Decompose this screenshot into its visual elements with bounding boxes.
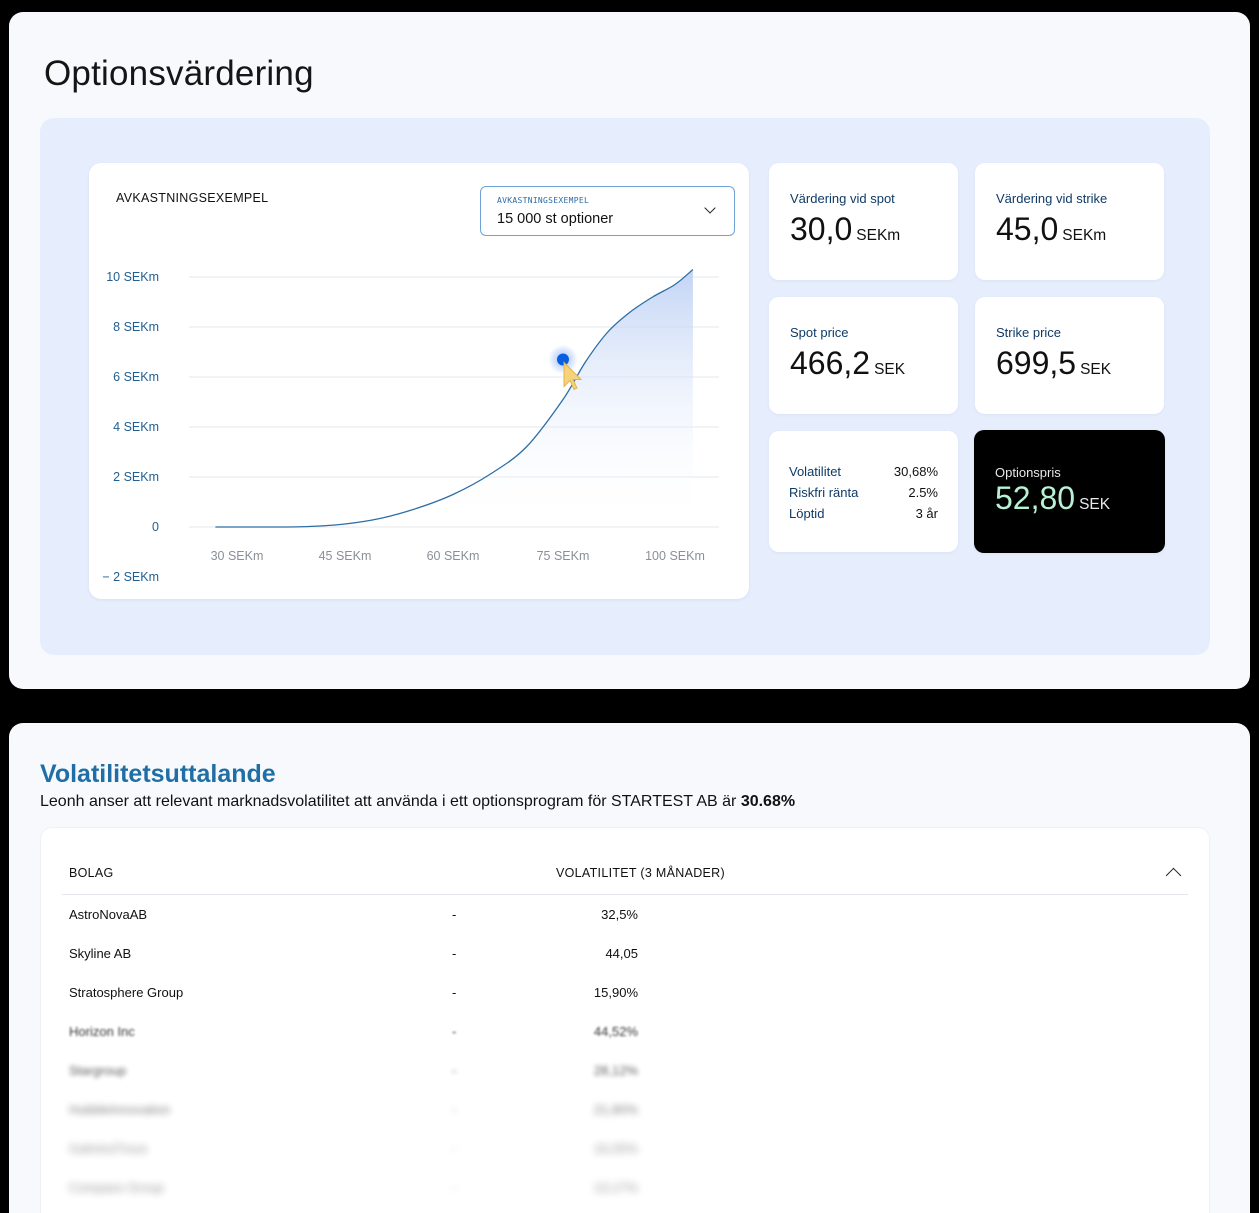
param-row-term: Löptid 3 år — [789, 506, 938, 521]
strike-valuation-label: Värdering vid strike — [996, 191, 1108, 206]
spot-price-unit: SEK — [874, 361, 906, 378]
x-tick-label: 75 SEKm — [537, 549, 590, 563]
company-name: Skyline AB — [69, 946, 132, 961]
spot-valuation-value: 30,0 — [790, 211, 853, 247]
param-row-risk-free-rate: Riskfri ränta 2.5% — [789, 485, 938, 500]
option-price-value: 52,80 — [995, 480, 1076, 516]
row-separator: - — [452, 1024, 457, 1039]
return-chart: 10 SEKm 8 SEKm 6 SEKm 4 SEKm 2 SEKm 0 − 2 SEKm… — [102, 269, 719, 584]
company-name: Compass Group — [69, 1180, 164, 1195]
dropdown-value: 15 000 st optioner — [497, 211, 614, 227]
strike-price-unit: SEK — [1080, 361, 1112, 378]
parameters-card: Volatilitet 30,68% Riskfri ränta 2.5% Lö… — [769, 431, 958, 552]
volatility-value: 44,52% — [593, 1024, 638, 1039]
volatility-value: 15,90% — [593, 985, 638, 1000]
strike-valuation-unit: SEKm — [1062, 227, 1107, 244]
param-label: Riskfri ränta — [789, 485, 859, 500]
y-tick-label: 10 SEKm — [106, 270, 159, 284]
row-separator: - — [452, 1063, 457, 1078]
valuation-panel: AVKASTNINGSEXEMPEL AVKASTNINGSEXEMPEL 15… — [40, 118, 1210, 655]
table-row: Skyline AB - 44,05 — [41, 946, 1211, 966]
y-tick-label: 6 SEKm — [113, 370, 159, 384]
y-tick-label: 0 — [152, 520, 159, 534]
return-chart-card: AVKASTNINGSEXEMPEL AVKASTNINGSEXEMPEL 15… — [89, 163, 749, 599]
volatility-value: 13,17% — [593, 1180, 638, 1195]
spot-price-card: Spot price 466,2 SEK — [769, 297, 958, 414]
param-label: Volatilitet — [789, 464, 842, 479]
header-divider — [62, 894, 1188, 895]
company-name: AstroNovaAB — [69, 907, 148, 922]
return-line — [215, 269, 694, 528]
row-separator: - — [452, 985, 457, 1000]
param-row-volatility: Volatilitet 30,68% — [789, 464, 938, 479]
company-name: Stratosphere Group — [69, 985, 184, 1000]
strike-price-value: 699,5 — [996, 345, 1077, 381]
strike-price-card: Strike price 699,5 SEK — [975, 297, 1164, 414]
spot-price-label: Spot price — [790, 325, 849, 340]
cursor-icon — [563, 361, 583, 391]
table-row: Stargroup - 28,12% — [41, 1063, 1211, 1083]
strike-price-label: Strike price — [996, 325, 1062, 340]
spot-price-value: 466,2 — [790, 345, 871, 381]
collapse-chevron-up-icon[interactable] — [1165, 867, 1182, 884]
company-name: Horizon Inc — [69, 1024, 135, 1039]
volatility-value: 28,12% — [593, 1063, 638, 1078]
param-value: 2.5% — [908, 485, 938, 500]
company-name: HubbleInnovation — [69, 1102, 171, 1117]
volatility-value: 44,05 — [605, 946, 638, 961]
table-row: Horizon Inc - 44,52% — [41, 1024, 1211, 1044]
param-value: 30,68% — [893, 464, 938, 479]
volatility-description-value: 30.68% — [740, 793, 796, 810]
volatility-card: Volatilitetsuttalande Leonh anser att re… — [9, 723, 1250, 1213]
dropdown-label: AVKASTNINGSEXEMPEL — [497, 196, 590, 205]
table-row: Stratosphere Group - 15,90% — [41, 985, 1211, 1005]
page-title: Optionsvärdering — [44, 54, 314, 93]
row-separator: - — [452, 1102, 457, 1117]
volatility-value: 21,80% — [593, 1102, 638, 1117]
option-price-unit: SEK — [1079, 496, 1111, 513]
param-value: 3 år — [915, 506, 938, 521]
table-row: AstroNovaAB - 32,5% — [41, 907, 1211, 927]
volatility-value: 16,05% — [593, 1141, 638, 1156]
company-name: GalmiraTrous — [69, 1141, 148, 1156]
row-separator: - — [452, 1180, 457, 1195]
spot-valuation-label: Värdering vid spot — [790, 191, 895, 206]
option-price-card: Optionspris 52,80 SEK — [974, 430, 1165, 553]
spot-valuation-card: Värdering vid spot 30,0 SEKm — [769, 163, 958, 280]
spot-valuation-unit: SEKm — [856, 227, 901, 244]
param-label: Löptid — [789, 506, 825, 521]
return-area — [215, 269, 693, 528]
valuation-card: Optionsvärdering AVKASTNINGSEXEMPEL AVKA… — [9, 12, 1250, 689]
volatility-value: 32,5% — [601, 907, 638, 922]
volatility-table: BOLAG VOLATILITET (3 MÅNADER) AstroNovaA… — [40, 827, 1210, 1213]
x-tick-label: 100 SEKm — [645, 549, 705, 563]
y-tick-label: − 2 SEKm — [102, 570, 159, 584]
volatility-description: Leonh anser att relevant marknadsvolatil… — [40, 793, 795, 811]
y-tick-label: 8 SEKm — [113, 320, 159, 334]
company-name: Stargroup — [69, 1063, 127, 1078]
table-row: GalmiraTrous - 16,05% — [41, 1141, 1211, 1161]
x-tick-label: 60 SEKm — [427, 549, 480, 563]
x-tick-label: 45 SEKm — [319, 549, 372, 563]
table-row: Compass Group - 13,17% — [41, 1180, 1211, 1200]
table-row: HubbleInnovation - 21,80% — [41, 1102, 1211, 1122]
highlight-point — [557, 353, 569, 366]
option-price-label: Optionspris — [995, 465, 1061, 480]
volatility-title: Volatilitetsuttalande — [40, 760, 276, 788]
strike-valuation-card: Värdering vid strike 45,0 SEKm — [975, 163, 1164, 280]
options-count-dropdown[interactable]: AVKASTNINGSEXEMPEL 15 000 st optioner — [480, 186, 735, 236]
strike-valuation-value: 45,0 — [996, 211, 1059, 247]
column-header-volatility: VOLATILITET (3 MÅNADER) — [556, 866, 725, 880]
y-tick-label: 4 SEKm — [113, 420, 159, 434]
volatility-description-text: Leonh anser att relevant marknadsvolatil… — [40, 793, 741, 810]
row-separator: - — [452, 1141, 457, 1156]
y-tick-label: 2 SEKm — [113, 470, 159, 484]
row-separator: - — [452, 946, 457, 961]
x-tick-label: 30 SEKm — [211, 549, 264, 563]
row-separator: - — [452, 907, 457, 922]
column-header-company: BOLAG — [69, 866, 114, 880]
chart-label: AVKASTNINGSEXEMPEL — [116, 191, 269, 205]
